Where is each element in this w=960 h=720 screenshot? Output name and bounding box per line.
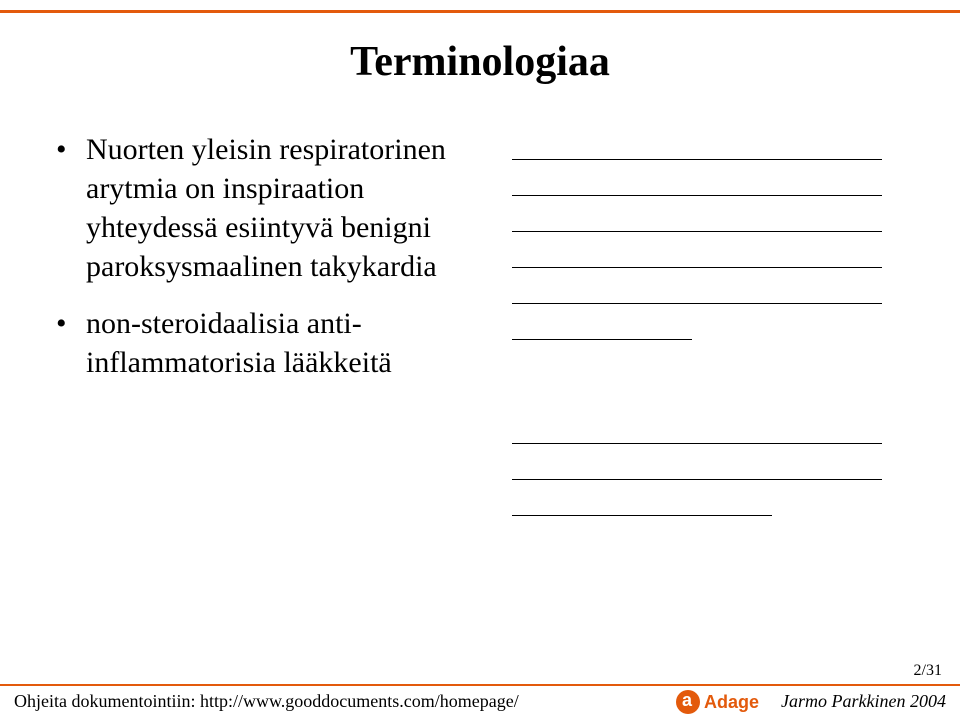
blank-line — [512, 202, 882, 232]
page-number: 2/31 — [914, 662, 942, 680]
bullet-list: Nuorten yleisin respiratorinen arytmia o… — [52, 130, 482, 382]
bullet-text: non-steroidaalisia anti-inflammatorisia … — [86, 307, 392, 379]
bullet-item: non-steroidaalisia anti-inflammatorisia … — [52, 304, 482, 382]
logo: Adage — [676, 688, 760, 716]
blank-line — [512, 238, 882, 268]
blank-line — [512, 486, 772, 516]
content-area: Nuorten yleisin respiratorinen arytmia o… — [52, 130, 912, 522]
group-gap — [512, 346, 912, 414]
slide-title: Terminologiaa — [0, 38, 960, 86]
blank-group — [512, 130, 912, 340]
blank-line — [512, 166, 882, 196]
blank-line — [512, 450, 882, 480]
logo-mark-icon — [676, 690, 700, 714]
blank-line — [512, 414, 882, 444]
logo-text: Adage — [704, 692, 759, 713]
bullet-item: Nuorten yleisin respiratorinen arytmia o… — [52, 130, 482, 286]
blank-line — [512, 274, 882, 304]
blank-line — [512, 130, 882, 160]
slide: Terminologiaa Nuorten yleisin respirator… — [0, 0, 960, 720]
bullet-column: Nuorten yleisin respiratorinen arytmia o… — [52, 130, 482, 522]
blank-group — [512, 414, 912, 516]
footer-left-text: Ohjeita dokumentointiin: http://www.good… — [14, 691, 519, 712]
footer: Ohjeita dokumentointiin: http://www.good… — [0, 682, 960, 720]
blank-line — [512, 310, 692, 340]
blanks-column — [512, 130, 912, 522]
footer-right-text: Jarmo Parkkinen 2004 — [781, 691, 946, 712]
bullet-text: Nuorten yleisin respiratorinen arytmia o… — [86, 133, 446, 283]
top-rule — [0, 10, 960, 13]
